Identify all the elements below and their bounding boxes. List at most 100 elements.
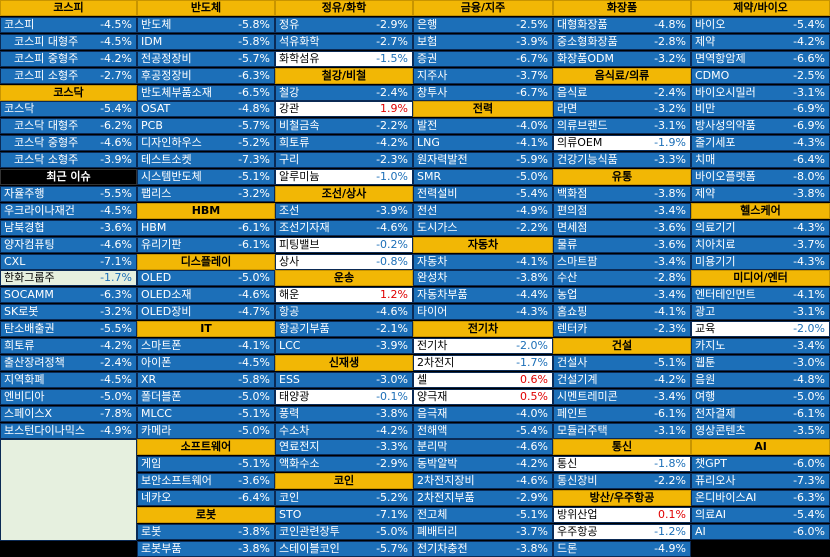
sector-row[interactable]: 전해액 -5.4% <box>413 422 553 439</box>
sector-row[interactable]: 양자컴퓨팅 -4.6% <box>0 236 137 253</box>
sector-row[interactable]: 의료기기 -4.3% <box>691 219 830 236</box>
sector-row[interactable]: 타이어 -4.3% <box>413 304 553 321</box>
sector-row[interactable]: 미용기기 -4.3% <box>691 253 830 270</box>
sector-row[interactable]: 스마트폰 -4.1% <box>137 338 275 354</box>
sector-row[interactable]: 증권 -6.7% <box>413 50 553 67</box>
sector-row[interactable]: 바이오플랫폼 -8.0% <box>691 169 830 185</box>
sector-row[interactable]: 발전 -4.0% <box>413 118 553 135</box>
sector-row[interactable]: 남북경협 -3.6% <box>0 219 137 236</box>
sector-row[interactable]: 카지노 -3.4% <box>691 338 830 354</box>
sector-row[interactable]: 수소차 -4.2% <box>275 422 413 439</box>
sector-row[interactable]: 철강 -2.4% <box>275 84 413 101</box>
sector-row[interactable]: 강관 1.9% <box>275 101 413 118</box>
sector-row[interactable]: 항공기부품 -2.1% <box>275 321 413 338</box>
sector-row[interactable]: 은행 -2.5% <box>413 16 553 33</box>
sector-row[interactable]: 2차전지장비 -4.6% <box>413 473 553 490</box>
sector-row[interactable]: 웹툰 -3.0% <box>691 354 830 371</box>
sector-row[interactable]: 바이오 -5.4% <box>691 16 830 33</box>
sector-row[interactable]: 보안소프트웨어 -3.6% <box>137 473 275 490</box>
sector-row[interactable]: 희토류 -4.2% <box>0 338 137 354</box>
sector-row[interactable]: 우주항공 -1.2% <box>553 523 691 540</box>
sector-row[interactable]: 면역항암제 -6.6% <box>691 50 830 67</box>
sector-row[interactable]: CDMO -2.5% <box>691 67 830 84</box>
sector-row[interactable]: 코스닥 소형주 -3.9% <box>0 152 137 169</box>
sector-row[interactable]: 태양광 -0.1% <box>275 388 413 405</box>
sector-row[interactable]: 통신장비 -2.2% <box>553 473 691 490</box>
sector-row[interactable]: 농업 -3.4% <box>553 287 691 304</box>
sector-row[interactable]: 출산장려정책 -2.4% <box>0 354 137 371</box>
sector-row[interactable]: 유리기판 -6.1% <box>137 236 275 253</box>
sector-row[interactable]: 제약 -3.8% <box>691 185 830 202</box>
sector-row[interactable]: 상사 -0.8% <box>275 253 413 270</box>
sector-row[interactable]: OLED -5.0% <box>137 270 275 287</box>
sector-row[interactable]: 지주사 -3.7% <box>413 67 553 84</box>
sector-row[interactable]: 자동차 -4.1% <box>413 253 553 270</box>
sector-row[interactable]: 피팅밸브 -0.2% <box>275 236 413 253</box>
sector-row[interactable]: 게임 -5.1% <box>137 456 275 473</box>
sector-row[interactable]: 면세점 -3.6% <box>553 219 691 236</box>
sector-row[interactable]: 챗GPT -6.0% <box>691 456 830 473</box>
sector-row[interactable]: 보스턴다이나믹스 -4.9% <box>0 422 137 439</box>
sector-row[interactable]: MLCC -5.1% <box>137 405 275 422</box>
sector-row[interactable]: 여행 -5.0% <box>691 388 830 405</box>
sector-row[interactable]: 탄소배출권 -5.5% <box>0 321 137 338</box>
sector-row[interactable]: OLED소재 -4.6% <box>137 287 275 304</box>
sector-row[interactable]: 스마트팜 -3.4% <box>553 253 691 270</box>
sector-row[interactable]: CXL -7.1% <box>0 253 137 270</box>
sector-row[interactable]: OSAT -4.8% <box>137 101 275 118</box>
sector-row[interactable]: SOCAMM -6.3% <box>0 287 137 304</box>
sector-row[interactable]: SK로봇 -3.2% <box>0 304 137 321</box>
sector-row[interactable]: 전자결제 -6.1% <box>691 405 830 422</box>
sector-row[interactable]: 시스템반도체 -5.1% <box>137 169 275 185</box>
sector-row[interactable]: HBM -6.1% <box>137 219 275 236</box>
sector-row[interactable]: 자율주행 -5.5% <box>0 185 137 202</box>
sector-row[interactable]: 연료전지 -3.3% <box>275 439 413 456</box>
sector-row[interactable]: 비만 -6.9% <box>691 101 830 118</box>
sector-row[interactable]: 코스피 소형주 -2.7% <box>0 67 137 84</box>
sector-row[interactable]: 라면 -3.2% <box>553 101 691 118</box>
sector-row[interactable]: 영상콘텐츠 -3.5% <box>691 422 830 439</box>
sector-row[interactable]: 액화수소 -2.9% <box>275 456 413 473</box>
sector-row[interactable]: 코스피 대형주 -4.5% <box>0 33 137 50</box>
sector-row[interactable]: 폴더블폰 -5.0% <box>137 388 275 405</box>
sector-row[interactable]: 대형화장품 -4.8% <box>553 16 691 33</box>
sector-row[interactable]: 완성차 -3.8% <box>413 270 553 287</box>
sector-row[interactable]: 치매 -6.4% <box>691 152 830 169</box>
sector-row[interactable]: 줄기세포 -4.3% <box>691 135 830 152</box>
sector-row[interactable]: 전고체 -5.1% <box>413 507 553 523</box>
sector-row[interactable]: 테스트소켓 -7.3% <box>137 152 275 169</box>
sector-row[interactable]: 퓨리오사 -7.3% <box>691 473 830 490</box>
sector-row[interactable]: 항공 -4.6% <box>275 304 413 321</box>
sector-row[interactable]: 시멘트레미콘 -3.4% <box>553 388 691 405</box>
sector-row[interactable]: 카메라 -5.0% <box>137 422 275 439</box>
sector-row[interactable]: 전선 -4.9% <box>413 202 553 219</box>
sector-row[interactable]: XR -5.8% <box>137 371 275 388</box>
sector-row[interactable]: 네카오 -6.4% <box>137 490 275 507</box>
sector-row[interactable]: 엔비디아 -5.0% <box>0 388 137 405</box>
sector-row[interactable]: 음식료 -2.4% <box>553 84 691 101</box>
sector-row[interactable]: 화학섬유 -1.5% <box>275 50 413 67</box>
sector-row[interactable]: 반도체 -5.8% <box>137 16 275 33</box>
sector-row[interactable]: PCB -5.7% <box>137 118 275 135</box>
sector-row[interactable]: 알루미늄 -1.0% <box>275 169 413 185</box>
sector-row[interactable]: 드론 -4.9% <box>553 540 691 557</box>
sector-row[interactable]: 원자력발전 -5.9% <box>413 152 553 169</box>
sector-row[interactable]: 창투사 -6.7% <box>413 84 553 101</box>
sector-row[interactable]: 조선 -3.9% <box>275 202 413 219</box>
sector-row[interactable]: 온디바이스AI -6.3% <box>691 490 830 507</box>
sector-row[interactable]: 건설사 -5.1% <box>553 354 691 371</box>
sector-row[interactable]: 반도체부품소재 -6.5% <box>137 84 275 101</box>
sector-row[interactable]: 화장품ODM -3.2% <box>553 50 691 67</box>
sector-row[interactable]: 건설기계 -4.2% <box>553 371 691 388</box>
sector-row[interactable]: 교육 -2.0% <box>691 321 830 338</box>
sector-row[interactable]: 코인 -5.2% <box>275 490 413 507</box>
sector-row[interactable]: AI -6.0% <box>691 523 830 540</box>
sector-row[interactable]: 정유 -2.9% <box>275 16 413 33</box>
sector-row[interactable]: 코스닥 -5.4% <box>0 101 137 118</box>
sector-row[interactable]: 의류브랜드 -3.1% <box>553 118 691 135</box>
sector-row[interactable]: 분리막 -4.6% <box>413 439 553 456</box>
sector-row[interactable]: 광고 -3.1% <box>691 304 830 321</box>
sector-row[interactable]: 도시가스 -2.2% <box>413 219 553 236</box>
sector-row[interactable]: 전력설비 -5.4% <box>413 185 553 202</box>
sector-row[interactable]: 디자인하우스 -5.2% <box>137 135 275 152</box>
